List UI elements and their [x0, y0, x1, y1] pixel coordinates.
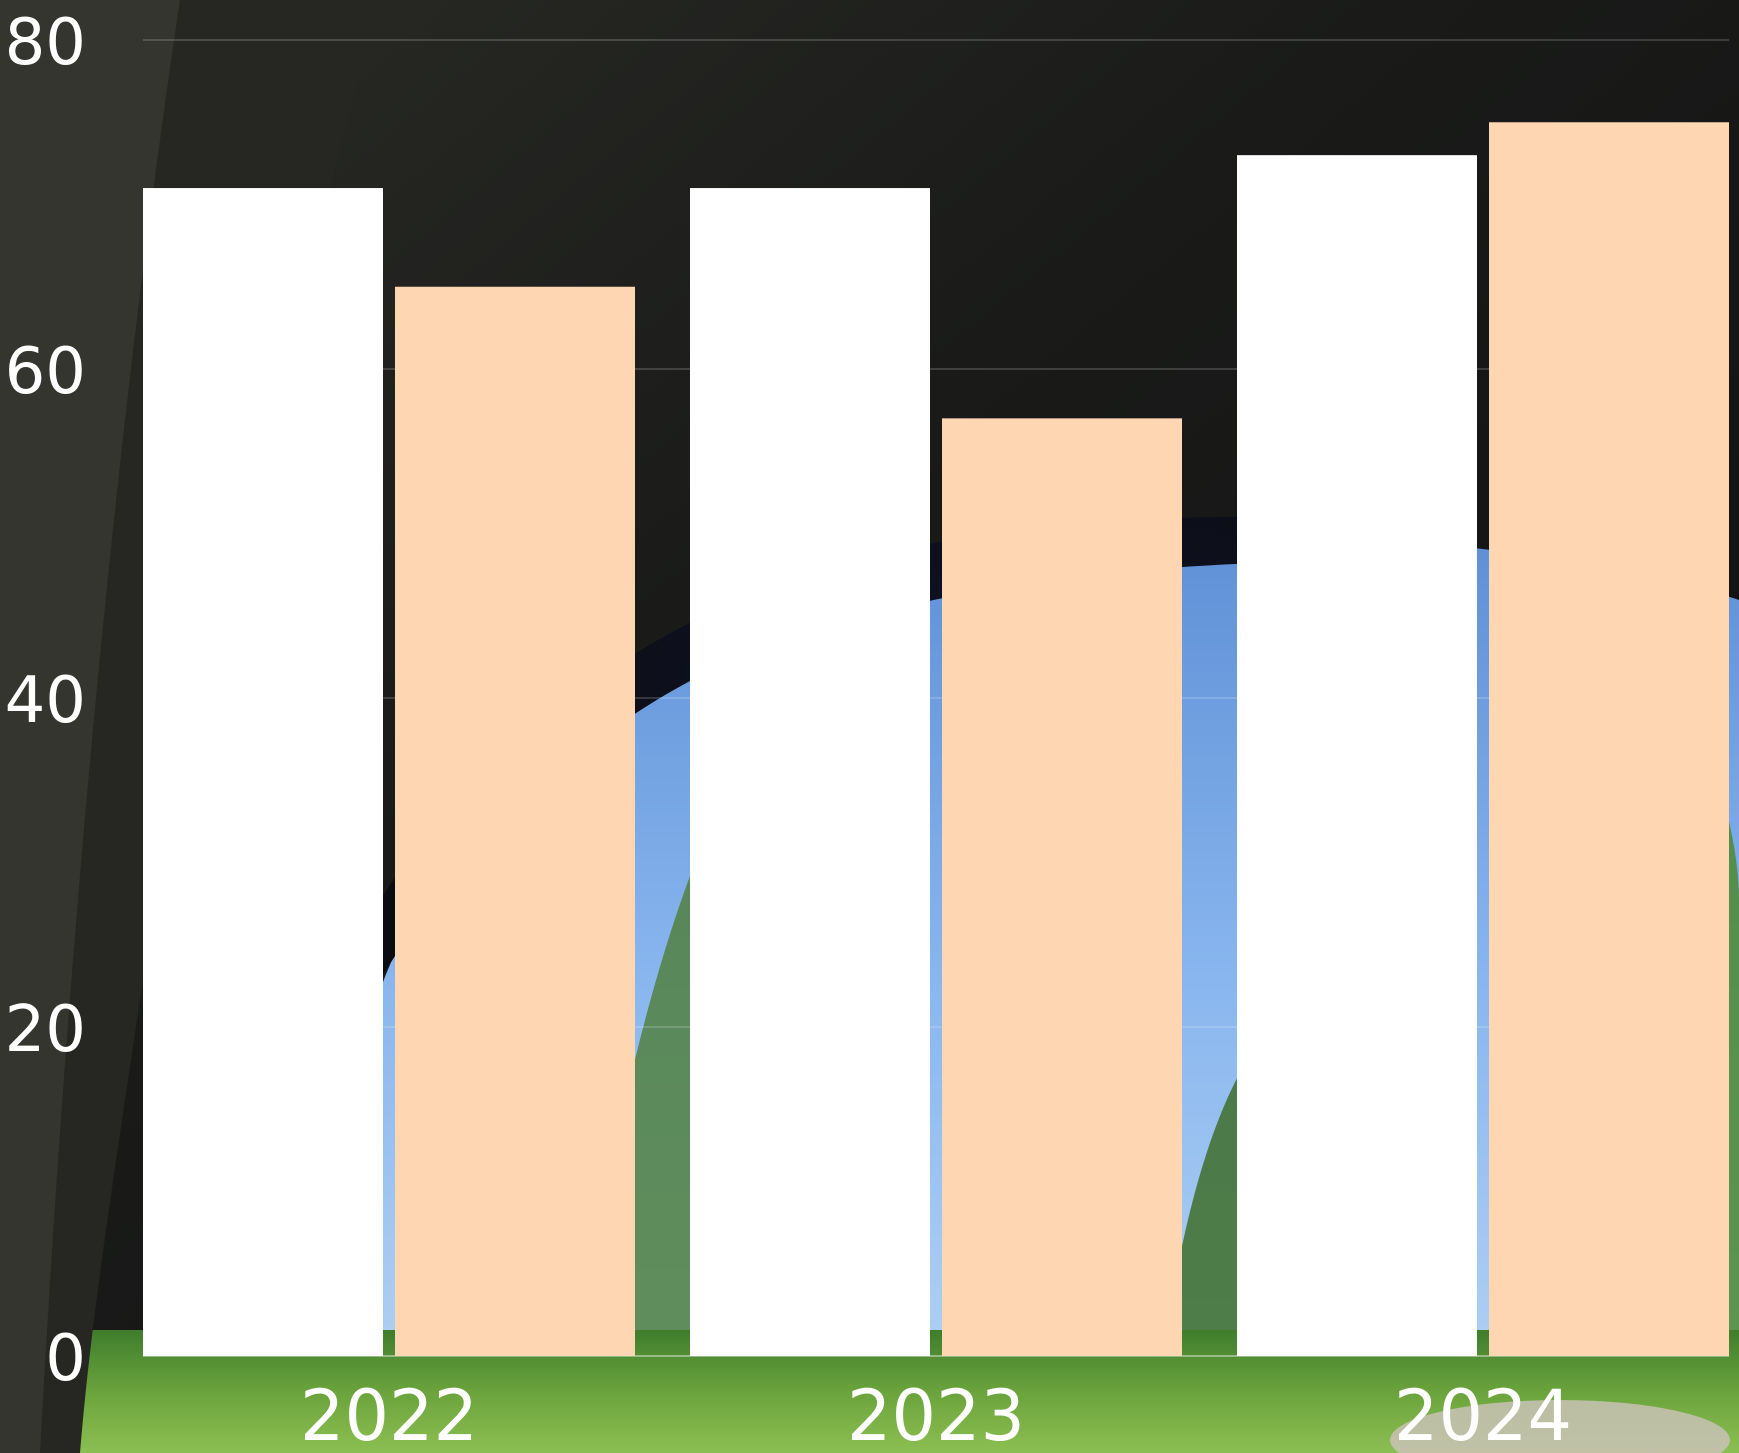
y-tick-label: 20	[5, 993, 86, 1067]
y-tick-label: 60	[5, 335, 86, 409]
bar-2024-series-2	[1489, 122, 1729, 1356]
y-axis-ticks: 0 20 40 60 80	[5, 6, 86, 1396]
x-tick-label: 2022	[300, 1375, 478, 1453]
y-tick-label: 80	[5, 6, 86, 80]
bar-2023-series-2	[942, 418, 1182, 1357]
x-axis-ticks: 2022 2023 2024	[300, 1375, 1572, 1453]
bars	[143, 122, 1729, 1357]
x-tick-label: 2023	[847, 1375, 1025, 1453]
y-tick-label: 0	[45, 1322, 86, 1396]
bar-2022-series-1	[143, 188, 383, 1356]
x-tick-label: 2024	[1394, 1375, 1572, 1453]
bar-2024-series-1	[1237, 155, 1477, 1356]
y-tick-label: 40	[5, 664, 86, 738]
bar-2023-series-1	[690, 188, 930, 1356]
bar-2022-series-2	[395, 286, 635, 1356]
